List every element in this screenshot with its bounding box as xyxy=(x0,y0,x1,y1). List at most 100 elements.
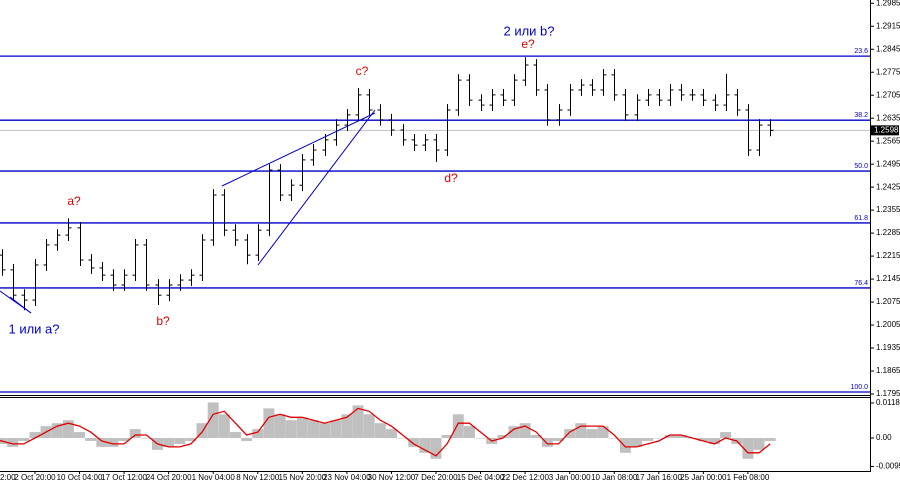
fib-label: 38.2 xyxy=(854,112,868,119)
histogram-bar xyxy=(29,432,41,438)
histogram-bar xyxy=(374,423,386,438)
histogram-bar xyxy=(241,438,253,441)
histogram-bar xyxy=(307,420,319,438)
wave-label: 2 или b? xyxy=(503,23,554,38)
histogram-bar xyxy=(129,429,141,438)
y-tick-label: 1.2005 xyxy=(876,320,900,329)
trend-lines xyxy=(0,109,376,314)
histogram-bar xyxy=(229,432,241,438)
x-tick-label: 15 Dec 04:00 xyxy=(457,473,505,482)
y-tick-label: 1.2845 xyxy=(876,44,900,53)
histogram-bar xyxy=(608,438,620,439)
wave-label: 1 или a? xyxy=(8,321,59,336)
histogram-bar xyxy=(475,438,487,439)
x-tick-label: 1 Feb 08:00 xyxy=(727,473,770,482)
histogram-bar xyxy=(185,438,197,441)
y-tick-label: 1.2775 xyxy=(876,67,900,76)
histogram-bar xyxy=(419,438,431,453)
wave-label: b? xyxy=(156,314,170,328)
x-tick-label: 7 Dec 20:00 xyxy=(414,473,458,482)
trend-line xyxy=(257,109,376,266)
histogram-bar xyxy=(753,438,765,450)
histogram-bar xyxy=(107,438,119,447)
fib-label: 50.0 xyxy=(854,163,868,170)
x-tick-label: 25 Jan 00:00 xyxy=(680,473,727,482)
histogram-bar xyxy=(408,438,420,447)
fib-label: 23.6 xyxy=(854,48,868,55)
histogram-bar xyxy=(85,438,97,441)
histogram-bar xyxy=(631,438,643,447)
trend-line xyxy=(9,296,32,314)
histogram-bar xyxy=(575,423,587,438)
histogram-bar xyxy=(252,429,264,438)
histogram-bar xyxy=(207,402,219,438)
histogram-bar xyxy=(163,438,175,447)
x-tick-label: 24 Oct 20:00 xyxy=(146,473,192,482)
histogram-bar xyxy=(530,435,542,438)
histogram-bar xyxy=(174,438,186,444)
histogram-bar xyxy=(497,435,509,438)
histogram-bar xyxy=(51,423,63,438)
current-price-label: 1.2598 xyxy=(874,125,899,134)
histogram-bar xyxy=(697,438,709,441)
histogram-bar xyxy=(319,423,331,438)
x-tick-label: 3 Jan 00:00 xyxy=(549,473,591,482)
histogram-bar xyxy=(709,438,720,444)
x-tick-label: 10 Jan 08:00 xyxy=(591,473,638,482)
current-price-box xyxy=(871,125,899,136)
histogram-bar xyxy=(74,432,86,438)
y-tick-label: 1.1865 xyxy=(876,366,900,375)
histogram-bar xyxy=(642,438,654,441)
histogram-bar xyxy=(218,414,230,438)
histogram-bar xyxy=(363,414,375,438)
histogram-bar xyxy=(7,438,19,447)
y-tick-label: 1.2635 xyxy=(876,113,900,122)
histogram-bar xyxy=(653,438,665,439)
histogram-bar xyxy=(508,426,520,438)
y-tick-label: 1.2145 xyxy=(876,274,900,283)
x-tick-label: 8 Nov 12:00 xyxy=(236,473,280,482)
histogram-bar xyxy=(675,435,687,438)
x-tick-label: 22 Dec 12:00 xyxy=(501,473,549,482)
histogram-bar xyxy=(352,405,364,438)
histogram-bar xyxy=(463,426,475,438)
candles xyxy=(0,57,774,311)
histogram-bar xyxy=(385,429,397,438)
trend-line xyxy=(221,112,376,187)
y-tick-label: 1.1795 xyxy=(876,389,900,398)
x-tick-label: 10 Oct 04:00 xyxy=(57,473,103,482)
y-tick-label: 1.2355 xyxy=(876,205,900,214)
y-tick-label: 1.2985 xyxy=(876,0,900,7)
x-tick-label: 17 Jan 16:00 xyxy=(636,473,683,482)
fib-label: 61.8 xyxy=(854,215,868,222)
y-tick-label: 1.2075 xyxy=(876,297,900,306)
x-tick-label: 30 Nov 12:00 xyxy=(368,473,416,482)
y-tick-label: 0.00 xyxy=(876,433,892,442)
histogram-bar xyxy=(196,423,208,438)
histogram-bar xyxy=(330,420,342,438)
y-tick-label: 1.2425 xyxy=(876,182,900,191)
x-tick-label: 23 Nov 04:00 xyxy=(323,473,371,482)
histogram-bar xyxy=(664,435,676,438)
histogram-bar xyxy=(619,438,631,453)
histogram-bar xyxy=(553,438,565,441)
y-tick-label: 1.2565 xyxy=(876,136,900,145)
histogram-bar xyxy=(296,417,308,438)
y-tick-label: 1.2915 xyxy=(876,21,900,30)
histogram-bar xyxy=(764,438,776,441)
x-tick-label: 2 Oct 20:00 xyxy=(14,473,56,482)
x-tick-label: 1 Nov 04:00 xyxy=(192,473,236,482)
y-tick-label: 1.2215 xyxy=(876,251,900,260)
histogram-bar xyxy=(140,438,152,439)
histogram-bar xyxy=(519,423,531,438)
histogram-bar xyxy=(285,420,297,438)
histogram-bar xyxy=(274,414,286,438)
wave-label: a? xyxy=(67,194,81,208)
y-tick-label: -0.00959 xyxy=(876,462,900,471)
x-tick-label: 2:00 xyxy=(0,473,16,482)
histogram-bar xyxy=(720,432,732,438)
histogram-bar xyxy=(18,438,30,441)
fib-label: 100.0 xyxy=(850,384,868,391)
histogram-bar xyxy=(452,414,464,438)
